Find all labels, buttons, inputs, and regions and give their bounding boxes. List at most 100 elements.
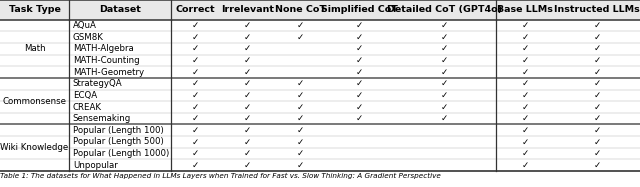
Text: ✓: ✓ xyxy=(244,149,252,158)
Text: ✓: ✓ xyxy=(297,149,304,158)
Text: ✓: ✓ xyxy=(191,137,199,146)
Text: ECQA: ECQA xyxy=(73,91,97,100)
Text: ✓: ✓ xyxy=(522,91,529,100)
Text: None CoT: None CoT xyxy=(275,5,326,14)
Text: ✓: ✓ xyxy=(356,44,363,53)
Text: ✓: ✓ xyxy=(594,126,601,135)
Text: ✓: ✓ xyxy=(594,137,601,146)
Text: ✓: ✓ xyxy=(522,56,529,65)
Text: ✓: ✓ xyxy=(244,44,252,53)
Text: AQuA: AQuA xyxy=(73,21,97,30)
Text: ✓: ✓ xyxy=(522,161,529,170)
Text: ✓: ✓ xyxy=(244,33,252,42)
Text: ✓: ✓ xyxy=(594,161,601,170)
Text: ✓: ✓ xyxy=(356,33,363,42)
Text: ✓: ✓ xyxy=(297,79,304,88)
Text: StrategyQA: StrategyQA xyxy=(73,79,122,88)
Text: ✓: ✓ xyxy=(522,68,529,76)
Text: ✓: ✓ xyxy=(297,137,304,146)
Text: Commonsense: Commonsense xyxy=(3,97,67,106)
Text: Popular (Length 1000): Popular (Length 1000) xyxy=(73,149,169,158)
Text: GSM8K: GSM8K xyxy=(73,33,104,42)
Text: ✓: ✓ xyxy=(244,91,252,100)
Bar xyxy=(0,0,640,20)
Text: MATH-Counting: MATH-Counting xyxy=(73,56,140,65)
Text: ✓: ✓ xyxy=(441,79,449,88)
Text: ✓: ✓ xyxy=(191,79,199,88)
Text: ✓: ✓ xyxy=(356,79,363,88)
Text: ✓: ✓ xyxy=(244,21,252,30)
Text: ✓: ✓ xyxy=(594,102,601,111)
Text: ✓: ✓ xyxy=(191,91,199,100)
Text: ✓: ✓ xyxy=(441,44,449,53)
Text: Detailed CoT (GPT4o): Detailed CoT (GPT4o) xyxy=(387,5,502,14)
Text: ✓: ✓ xyxy=(594,68,601,76)
Text: Irrelevant: Irrelevant xyxy=(221,5,275,14)
Text: ✓: ✓ xyxy=(522,33,529,42)
Text: ✓: ✓ xyxy=(191,68,199,76)
Text: Table 1: The datasets for What Happened in LLMs Layers when Trained for Fast vs.: Table 1: The datasets for What Happened … xyxy=(0,173,441,179)
Text: ✓: ✓ xyxy=(244,102,252,111)
Text: Popular (Length 100): Popular (Length 100) xyxy=(73,126,163,135)
Text: Task Type: Task Type xyxy=(8,5,60,14)
Text: ✓: ✓ xyxy=(441,91,449,100)
Text: ✓: ✓ xyxy=(297,161,304,170)
Text: ✓: ✓ xyxy=(191,44,199,53)
Text: ✓: ✓ xyxy=(522,102,529,111)
Text: ✓: ✓ xyxy=(441,68,449,76)
Text: ✓: ✓ xyxy=(297,126,304,135)
Text: Instructed LLMs: Instructed LLMs xyxy=(554,5,640,14)
Text: ✓: ✓ xyxy=(191,21,199,30)
Text: ✓: ✓ xyxy=(522,114,529,123)
Text: ✓: ✓ xyxy=(191,114,199,123)
Text: ✓: ✓ xyxy=(594,44,601,53)
Text: ✓: ✓ xyxy=(356,102,363,111)
Text: ✓: ✓ xyxy=(356,56,363,65)
Text: ✓: ✓ xyxy=(594,79,601,88)
Text: Base LLMs: Base LLMs xyxy=(497,5,553,14)
Text: ✓: ✓ xyxy=(297,91,304,100)
Text: ✓: ✓ xyxy=(356,68,363,76)
Text: Simplified CoT: Simplified CoT xyxy=(321,5,398,14)
Text: ✓: ✓ xyxy=(356,21,363,30)
Text: Unpopular: Unpopular xyxy=(73,161,118,170)
Text: Wiki Knowledge: Wiki Knowledge xyxy=(1,143,68,152)
Text: ✓: ✓ xyxy=(441,33,449,42)
Text: ✓: ✓ xyxy=(244,79,252,88)
Text: Math: Math xyxy=(24,44,45,53)
Text: ✓: ✓ xyxy=(441,56,449,65)
Text: ✓: ✓ xyxy=(594,149,601,158)
Text: ✓: ✓ xyxy=(441,102,449,111)
Text: Popular (Length 500): Popular (Length 500) xyxy=(73,137,163,146)
Text: ✓: ✓ xyxy=(356,114,363,123)
Text: ✓: ✓ xyxy=(522,79,529,88)
Text: Correct: Correct xyxy=(175,5,215,14)
Text: ✓: ✓ xyxy=(522,149,529,158)
Text: ✓: ✓ xyxy=(441,21,449,30)
Text: ✓: ✓ xyxy=(522,44,529,53)
Text: ✓: ✓ xyxy=(244,114,252,123)
Text: ✓: ✓ xyxy=(594,91,601,100)
Text: ✓: ✓ xyxy=(594,114,601,123)
Text: ✓: ✓ xyxy=(297,114,304,123)
Text: ✓: ✓ xyxy=(244,137,252,146)
Text: ✓: ✓ xyxy=(297,102,304,111)
Text: ✓: ✓ xyxy=(244,126,252,135)
Text: ✓: ✓ xyxy=(191,149,199,158)
Text: ✓: ✓ xyxy=(191,102,199,111)
Text: ✓: ✓ xyxy=(297,33,304,42)
Text: ✓: ✓ xyxy=(191,33,199,42)
Text: ✓: ✓ xyxy=(244,68,252,76)
Text: ✓: ✓ xyxy=(244,161,252,170)
Text: ✓: ✓ xyxy=(594,56,601,65)
Text: ✓: ✓ xyxy=(522,21,529,30)
Text: CREAK: CREAK xyxy=(73,102,102,111)
Text: ✓: ✓ xyxy=(522,137,529,146)
Text: ✓: ✓ xyxy=(594,33,601,42)
Text: MATH-Algebra: MATH-Algebra xyxy=(73,44,134,53)
Text: ✓: ✓ xyxy=(191,126,199,135)
Text: Sensemaking: Sensemaking xyxy=(73,114,131,123)
Text: ✓: ✓ xyxy=(297,21,304,30)
Text: ✓: ✓ xyxy=(594,21,601,30)
Text: ✓: ✓ xyxy=(522,126,529,135)
